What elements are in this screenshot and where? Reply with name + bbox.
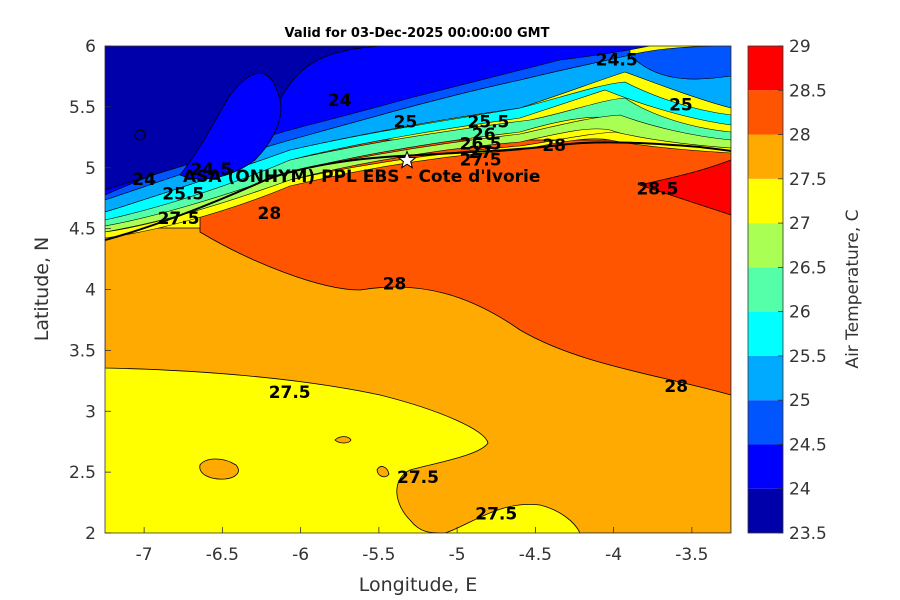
y-tick-label: 6 [85, 37, 96, 57]
colorbar-tick-label: 26 [789, 303, 811, 323]
colorbar-label: Air Temperature, C [843, 209, 863, 368]
colorbar-swatch [748, 267, 783, 312]
colorbar-swatch [748, 223, 783, 268]
colorbar-swatch [748, 178, 783, 224]
contour-label: 27 [469, 143, 493, 163]
lake-marker [134, 129, 146, 141]
colorbar-tick-label: 26.5 [789, 258, 827, 278]
y-tick-label: 5.5 [69, 98, 96, 118]
coastline [105, 141, 731, 241]
colorbar-swatch [748, 355, 783, 401]
contour-label: 27.5 [397, 468, 439, 488]
station-annotation: ASA (ONHYM) PPL EBS - Cote d'Ivorie [183, 167, 540, 187]
station-group: ASA (ONHYM) PPL EBS - Cote d'Ivorie [183, 149, 540, 187]
contour-label: 24.5 [190, 160, 232, 180]
contour-label: 27.5 [460, 150, 502, 170]
colorbar-frame [747, 45, 784, 534]
temperature-band-27-5-south [199, 458, 239, 480]
y-tick-label: 3 [85, 402, 96, 422]
contour-label: 24 [328, 91, 352, 111]
colorbar-swatch [748, 134, 783, 179]
chart-title: Valid for 03-Dec-2025 00:00:00 GMT [285, 26, 550, 41]
contour-label: 24.5 [596, 51, 638, 71]
contour-label: 25.5 [162, 185, 204, 205]
colorbar-tick-label: 23.5 [789, 524, 827, 544]
temperature-band-27-cold-edge [105, 131, 731, 239]
colorbar-swatch [748, 46, 783, 91]
colorbar-tick-label: 25.5 [789, 347, 827, 367]
contour-label: 24 [132, 170, 156, 190]
colorbar-tick-label: 28 [789, 126, 811, 146]
contour-label: 27.5 [269, 383, 311, 403]
contour-label: 25 [669, 96, 693, 116]
colorbar: 23.5 24 24.5 25 25.5 26 26.5 27 27.5 28 28.5 29 [747, 37, 827, 544]
temperature-band-28-5 [638, 159, 731, 216]
y-tick-label: 3.5 [69, 341, 96, 361]
contour-label: 28 [383, 275, 407, 295]
colorbar-swatch [748, 488, 783, 533]
x-tick-label: -6 [292, 545, 309, 565]
contour-labels: 242424.5252525.52626.52727.52828.524.525… [132, 51, 692, 525]
contour-label: 27.5 [158, 209, 200, 229]
y-axis-ticks: 2 2.5 3 3.5 4 4.5 5 5.5 6 [69, 37, 111, 544]
contour-label: 25.5 [467, 113, 509, 133]
temperature-band-27-5-island-1 [334, 436, 352, 444]
contour-label: 27.5 [475, 505, 517, 525]
colorbar-tick-label: 27.5 [789, 170, 827, 190]
contour-label: 26.5 [460, 135, 502, 155]
y-axis-label: Latitude, N [31, 237, 53, 342]
colorbar-swatch [748, 90, 783, 135]
temperature-band-27-5-island-2 [376, 466, 390, 478]
temperature-band-26 [105, 97, 731, 227]
x-tick-label: -3.5 [675, 545, 708, 565]
x-tick-label: -7 [136, 545, 153, 565]
x-tick-label: -6.5 [206, 545, 239, 565]
x-tick-label: -4 [605, 545, 622, 565]
temperature-band-24-inner [179, 72, 282, 180]
colorbar-swatch [748, 444, 783, 489]
contour-label: 26 [472, 125, 496, 145]
y-tick-label: 4.5 [69, 220, 96, 240]
contour-label: 28 [664, 377, 688, 397]
colorbar-tick-label: 24 [789, 480, 811, 500]
contour-label: 25 [394, 113, 418, 133]
x-tick-label: -5 [449, 545, 466, 565]
contour-label: 28 [257, 204, 281, 224]
colorbar-swatch [748, 311, 783, 356]
station-star-icon [397, 149, 417, 169]
y-tick-label: 5 [85, 159, 96, 179]
contour-label: 28 [542, 136, 566, 156]
colorbar-tick-label: 28.5 [789, 81, 827, 101]
x-axis-ticks: -7 -6.5 -6 -5.5 -5 -4.5 -4 -3.5 [136, 527, 708, 565]
plot-area [105, 46, 731, 533]
y-tick-label: 2.5 [69, 463, 96, 483]
x-axis-label: Longitude, E [359, 574, 478, 596]
y-tick-label: 2 [85, 524, 96, 544]
colorbar-tick-label: 27 [789, 214, 811, 234]
colorbar-swatch [748, 400, 783, 445]
colorbar-tick-label: 25 [789, 391, 811, 411]
colorbar-tick-label: 24.5 [789, 435, 827, 455]
contour-label: 28.5 [636, 180, 678, 200]
y-tick-label: 4 [85, 281, 96, 301]
colorbar-tick-label: 29 [789, 37, 811, 57]
temperature-band-28 [199, 139, 731, 396]
x-tick-label: -4.5 [519, 545, 552, 565]
x-tick-label: -5.5 [362, 545, 395, 565]
